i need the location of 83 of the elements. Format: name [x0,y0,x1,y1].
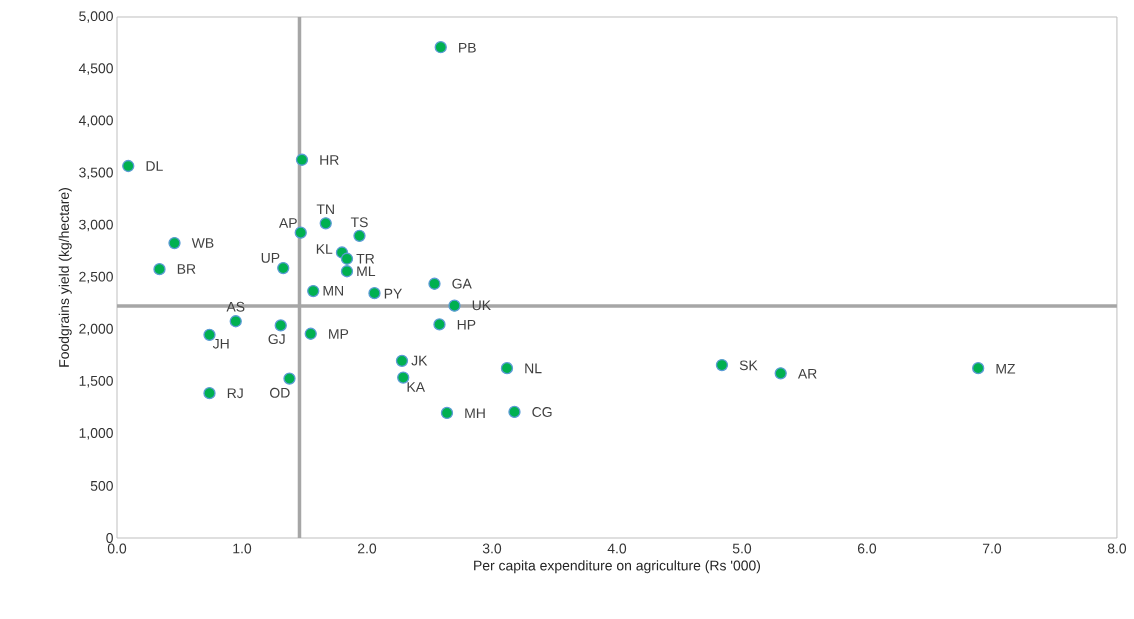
y-tick-label: 500 [90,480,113,491]
annotation: JH [212,338,229,349]
point [448,299,461,312]
y-tick-label: 3,500 [79,167,113,180]
point [203,328,216,341]
point [972,362,985,375]
annotation: MZ [996,363,1016,374]
x-tick-label: 2.0 [357,543,377,554]
annotation: BR [177,264,196,274]
annotation: TS [350,217,368,228]
annotation: RJ [227,388,243,399]
point [340,252,354,265]
point [340,265,354,278]
annotation: JK [411,355,428,366]
annotation: AR [797,368,817,379]
point [395,354,409,368]
point [774,367,787,380]
point [295,153,309,166]
point [434,41,447,54]
point [307,284,320,298]
point [433,318,446,331]
annotation: KA [407,382,426,392]
annotation: HR [320,155,339,165]
point [203,387,216,400]
point [397,371,410,384]
annotation: GJ [268,334,285,345]
annotation: DL [146,161,163,171]
annotation: WB [191,238,214,248]
y-tick-label: 2,500 [79,271,113,284]
point [122,159,135,173]
x-tick-label: 0.0 [107,543,127,554]
y-tick-label: 5,000 [79,11,113,23]
annotation: AS [226,301,245,312]
annotation: MP [329,329,349,339]
annotation: TN [316,204,334,215]
y-tick-label: 1,500 [79,375,113,388]
x-tick-label: 5.0 [732,543,752,554]
point [304,327,317,340]
point [508,405,521,419]
point [368,286,381,300]
x-tick-label: 7.0 [982,543,1002,554]
x-axis-title: Per capita expenditure on agriculture (Rs '000) [474,560,761,574]
x-tick-label: 8.0 [1107,543,1127,554]
point [715,358,729,372]
annotation: TR [356,253,375,264]
point [353,229,366,242]
x-tick-label: 1.0 [233,543,252,554]
point [294,226,307,239]
point [440,406,454,420]
x-tick-label: 4.0 [607,543,627,554]
x-tick-label: 3.0 [482,543,502,554]
point [319,217,332,230]
x-tick-label: 6.0 [857,543,877,554]
annotation: CG [532,407,552,417]
point [428,277,441,290]
annotation: NL [525,363,542,374]
annotation: UP [261,253,280,263]
point [274,319,287,332]
annotation: GA [452,278,472,289]
point [283,372,296,385]
annotation: OD [270,387,290,398]
point [229,315,242,328]
annotation: AP [278,218,297,228]
y-tick-label: 1,000 [79,428,113,440]
point [153,263,166,276]
y-tick-label: 4,000 [78,115,113,127]
y-tick-label: 0 [106,533,113,543]
y-axis-title: Foodgrains yield (kg/hectare) [58,188,72,367]
point [168,236,181,250]
y-tick-label: 3,000 [79,219,113,232]
annotation: KL [316,244,333,254]
point [500,362,514,375]
annotation: PB [459,42,476,53]
annotation: MN [323,285,343,296]
y-tick-label: 4,500 [78,63,113,75]
annotation: PY [384,288,402,299]
annotation: UK [472,300,491,311]
annotation: HP [457,319,476,330]
annotation: ML [357,266,376,277]
point [277,261,290,275]
y-tick-label: 2,000 [79,323,113,336]
annotation: MH [465,408,485,419]
annotation: SK [739,360,758,371]
